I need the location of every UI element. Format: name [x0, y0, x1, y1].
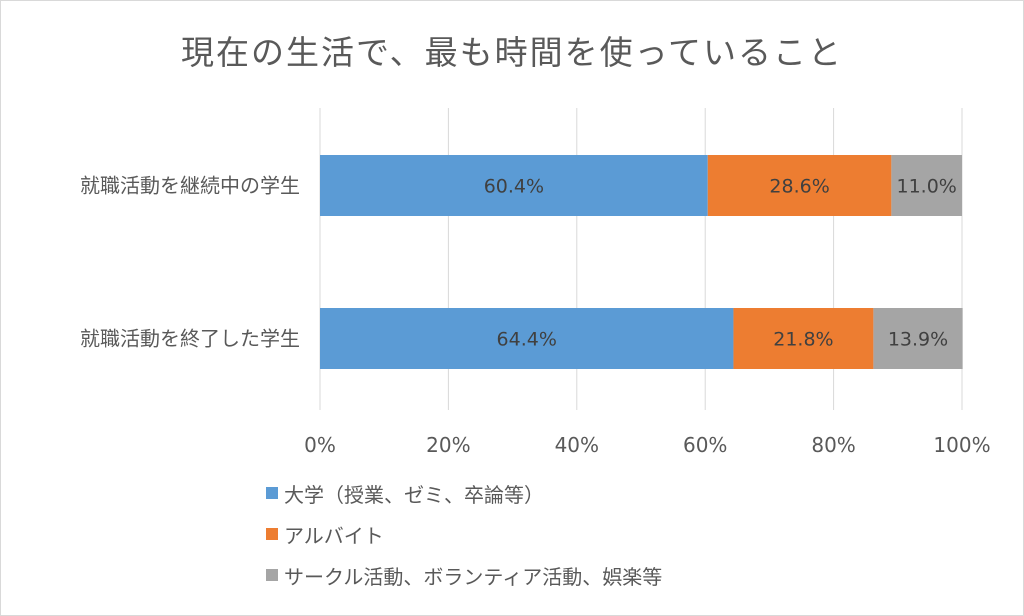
data-label: 60.4%: [484, 176, 544, 198]
x-tick-label: 60%: [683, 433, 727, 457]
x-tick-label: 20%: [426, 433, 470, 457]
legend-swatch: [266, 487, 278, 499]
bar-segment: [891, 155, 962, 216]
legend-label: アルバイト: [284, 523, 384, 548]
legend-item: 大学（授業、ゼミ、卒論等）: [266, 478, 662, 508]
legend-item: アルバイト: [266, 519, 662, 549]
legend-label: 大学（授業、ゼミ、卒論等）: [284, 482, 544, 507]
legend-label: サークル活動、ボランティア活動、娯楽等: [284, 564, 663, 589]
bar-segment: [707, 155, 892, 216]
bar-segment: [873, 308, 963, 369]
data-label: 13.9%: [888, 329, 948, 351]
data-label: 11.0%: [897, 176, 957, 198]
data-label: 28.6%: [769, 176, 829, 198]
data-label: 21.8%: [773, 329, 833, 351]
legend: 大学（授業、ゼミ、卒論等） アルバイトサークル活動、ボランティア活動、娯楽等: [266, 478, 662, 601]
x-tick-label: 80%: [811, 433, 855, 457]
legend-swatch: [266, 569, 278, 581]
x-tick-label: 100%: [933, 433, 990, 457]
legend-swatch: [266, 528, 278, 540]
category-label: 就職活動を終了した学生: [80, 327, 300, 351]
x-tick-label: 40%: [555, 433, 599, 457]
data-label: 64.4%: [497, 329, 557, 351]
chart-title: 現在の生活で、最も時間を使っていること: [180, 33, 844, 72]
bar-segment: [733, 308, 874, 369]
legend-item: サークル活動、ボランティア活動、娯楽等: [266, 560, 662, 590]
bar-segment: [320, 155, 708, 216]
category-label: 就職活動を継続中の学生: [80, 174, 300, 198]
x-tick-label: 0%: [304, 433, 336, 457]
bar-segment: [320, 308, 734, 369]
